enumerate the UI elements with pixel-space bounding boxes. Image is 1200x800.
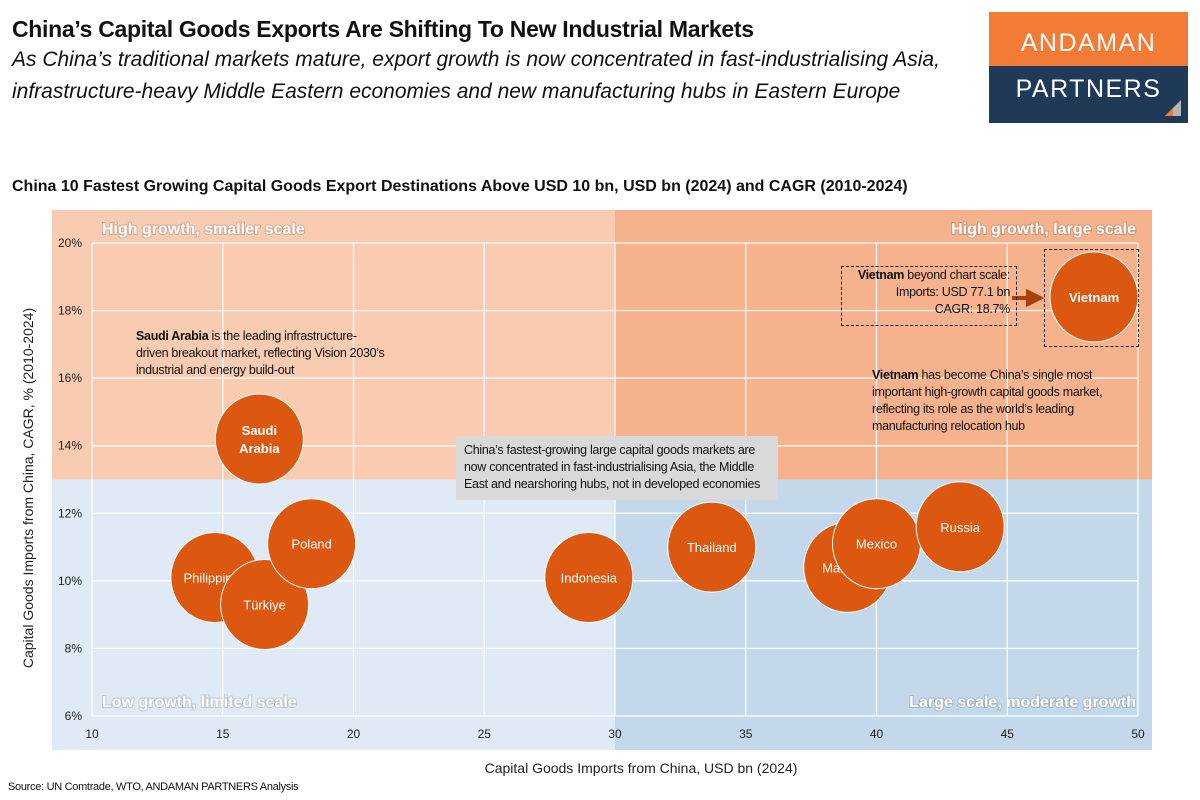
bubble-label: Arabia [239, 441, 280, 456]
bubble-label: Mexico [856, 537, 897, 552]
x-tick-label: 35 [739, 727, 753, 741]
x-tick-label: 10 [85, 727, 99, 741]
logo-bottom: PARTNERS [989, 66, 1188, 123]
x-tick-label: 50 [1131, 727, 1145, 741]
chart-title: China 10 Fastest Growing Capital Goods E… [12, 178, 908, 195]
bubble-russia [915, 481, 1005, 573]
source-note: Source: UN Comtrade, WTO, ANDAMAN PARTNE… [8, 781, 299, 793]
bubble-label: Thailand [687, 540, 737, 555]
vietnam-scale-annotation: Vietnam beyond chart scale: Imports: USD… [841, 266, 1017, 326]
x-tick-label: 40 [870, 727, 884, 741]
page-title: China’s Capital Goods Exports Are Shifti… [12, 16, 754, 42]
bubble-türkiye [220, 559, 310, 651]
x-tick-label: 20 [347, 727, 361, 741]
bubble-poland [267, 498, 357, 590]
x-tick-label: 45 [1001, 727, 1015, 741]
vietnam-scale-l1: beyond chart scale: [904, 268, 1010, 282]
bubble-label: Vietnam [1069, 290, 1119, 305]
logo-top: ANDAMAN [989, 12, 1188, 66]
vietnam-annotation-bold: Vietnam [872, 368, 919, 382]
saudi-annotation-bold: Saudi Arabia [136, 329, 209, 343]
y-axis-label: Capital Goods Imports from China, CAGR, … [20, 308, 36, 668]
logo-triangle-icon [1165, 100, 1181, 116]
bubble-label: Indonesia [561, 570, 618, 585]
quadrant-label: Large scale, moderate growth [909, 694, 1136, 711]
saudi-annotation: Saudi Arabia is the leading infrastructu… [136, 328, 386, 379]
quadrant-label: Low growth, limited scale [102, 694, 297, 711]
arrow-icon [1012, 288, 1045, 308]
y-tick-label: 8% [65, 641, 83, 655]
andaman-partners-logo: ANDAMAN PARTNERS [989, 12, 1188, 123]
y-tick-label: 16% [58, 371, 82, 385]
y-tick-label: 6% [65, 709, 83, 723]
y-tick-label: 20% [58, 236, 82, 250]
vietnam-scale-bold: Vietnam [857, 268, 905, 282]
bubble-label: Türkiye [243, 598, 286, 613]
page-subtitle: As China’s traditional markets mature, e… [12, 48, 940, 103]
bubble-label: Poland [291, 537, 331, 552]
bubble-saudi-arabia [214, 393, 304, 485]
center-annotation: China’s fastest-growing large capital go… [456, 436, 778, 500]
x-tick-label: 30 [608, 727, 622, 741]
quadrant-label: High growth, smaller scale [102, 221, 305, 238]
quadrant-top-right [615, 210, 1152, 480]
x-axis-label: Capital Goods Imports from China, USD bn… [485, 760, 798, 776]
bubble-indonesia [544, 531, 634, 623]
x-tick-label: 15 [216, 727, 230, 741]
vietnam-annotation-text: has become China’s single most important… [872, 368, 1103, 433]
logo-bottom-text: PARTNERS [1015, 75, 1162, 103]
bubble-thailand [667, 501, 757, 593]
saudi-annotation-text: is the leading infrastructure-driven bre… [136, 329, 385, 377]
vietnam-scale-l2: Imports: USD 77.1 bn [895, 285, 1011, 299]
vietnam-box [1044, 249, 1139, 347]
bubble-label: Saudi [242, 423, 277, 438]
y-tick-label: 14% [58, 439, 82, 453]
bubble-label: Russia [940, 520, 981, 535]
y-tick-label: 18% [58, 304, 82, 318]
vietnam-annotation: Vietnam has become China’s single most i… [872, 367, 1117, 435]
x-tick-label: 25 [478, 727, 492, 741]
vietnam-scale-l3: CAGR: 18.7% [934, 302, 1011, 316]
quadrant-label: High growth, large scale [951, 221, 1136, 238]
y-tick-label: 12% [58, 506, 82, 520]
y-tick-label: 10% [58, 574, 82, 588]
quadrant-top-left [52, 210, 615, 480]
